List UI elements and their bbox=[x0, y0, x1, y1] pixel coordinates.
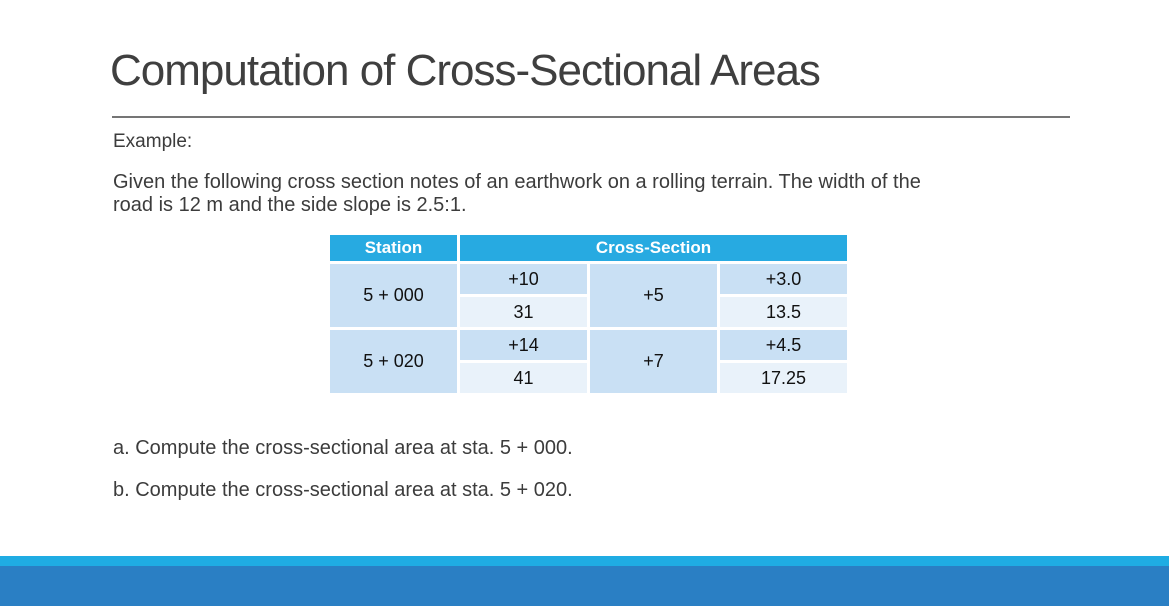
cell-5020-center: +7 bbox=[587, 327, 720, 396]
cell-5000-left-top: +10 bbox=[457, 261, 590, 297]
cell-5000-left-bottom: 31 bbox=[457, 294, 590, 330]
example-label: Example: bbox=[113, 131, 193, 152]
table-row: 31 13.5 bbox=[329, 294, 851, 330]
cell-5000-center: +5 bbox=[587, 261, 720, 330]
problem-line-1: Given the following cross section notes … bbox=[113, 171, 921, 193]
footer-accent-bar bbox=[0, 556, 1169, 566]
table-row: 41 17.25 bbox=[329, 360, 851, 396]
cross-section-table: Station Cross-Section 5 + 000 +10 +5 +3.… bbox=[327, 232, 851, 396]
footer-bar bbox=[0, 566, 1169, 606]
question-a: a. Compute the cross-sectional area at s… bbox=[113, 437, 573, 459]
cell-5020-right-top: +4.5 bbox=[716, 327, 851, 363]
problem-statement: Given the following cross section notes … bbox=[113, 171, 921, 217]
cell-5020-right-bottom: 17.25 bbox=[716, 360, 851, 396]
cell-5020-left-bottom: 41 bbox=[457, 360, 590, 396]
cell-station-5000: 5 + 000 bbox=[327, 261, 460, 330]
header-cross-section: Cross-Section bbox=[456, 232, 851, 264]
problem-line-2: road is 12 m and the side slope is 2.5:1… bbox=[113, 194, 467, 216]
cell-station-5020: 5 + 020 bbox=[327, 327, 460, 396]
question-b: b. Compute the cross-sectional area at s… bbox=[113, 479, 573, 501]
table-row: 5 + 000 +10 +5 +3.0 bbox=[327, 261, 851, 330]
table-row: 5 + 020 +14 +7 +4.5 bbox=[327, 327, 851, 396]
title-underline bbox=[112, 116, 1070, 118]
cell-5020-left-top: +14 bbox=[457, 327, 590, 363]
cell-5000-right-bottom: 13.5 bbox=[716, 294, 851, 330]
cell-5000-right-top: +3.0 bbox=[716, 261, 851, 297]
table-header-row: Station Cross-Section bbox=[327, 232, 851, 264]
slide-title: Computation of Cross-Sectional Areas bbox=[110, 46, 821, 95]
header-station: Station bbox=[327, 232, 460, 264]
